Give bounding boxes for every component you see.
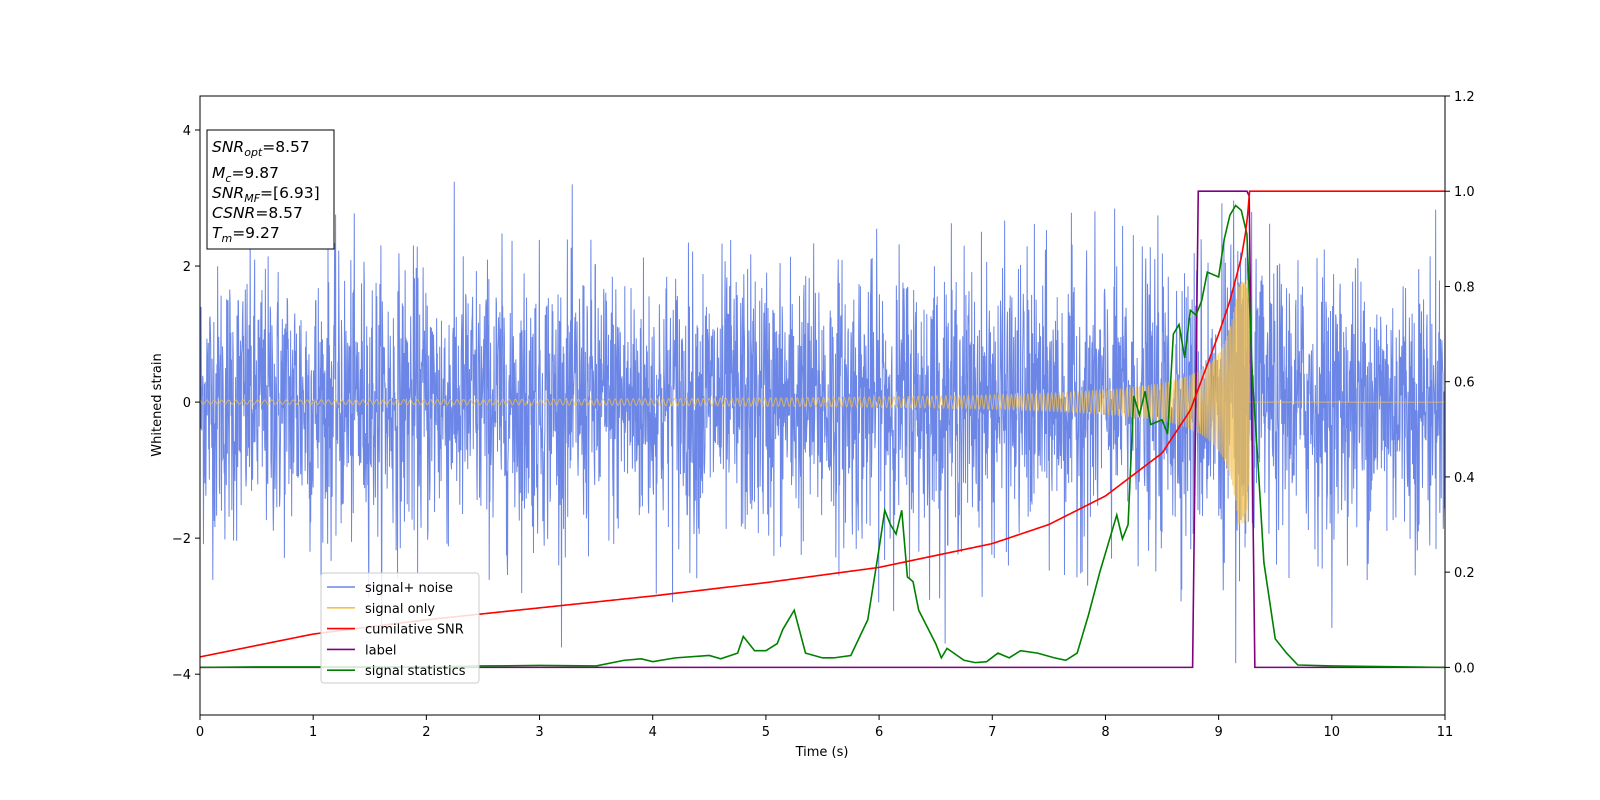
series-layer bbox=[200, 181, 1445, 669]
x-tick-label: 2 bbox=[422, 725, 430, 740]
y-right-tick-label: 0.4 bbox=[1454, 471, 1475, 486]
info-snr-mf: SNRMF=[6.93] bbox=[212, 184, 320, 205]
y-axis-title: Whitened strain bbox=[150, 353, 165, 456]
plot-frame bbox=[199, 95, 1446, 716]
legend-label: signal statistics bbox=[365, 664, 466, 679]
info-chirp-mass: Mc=9.87 bbox=[212, 164, 279, 185]
info-merger-time: Tm=9.27 bbox=[212, 224, 280, 245]
y-axis-right: 1.2 1.0 0.8 0.6 0.4 0.2 0.0 bbox=[1445, 90, 1475, 676]
y-left-tick-label: −2 bbox=[172, 532, 191, 547]
y-axis-left: 4 2 0 −2 −4 bbox=[172, 124, 200, 683]
legend-label: cumilative SNR bbox=[365, 623, 464, 638]
x-tick-label: 7 bbox=[988, 725, 996, 740]
legend-label: signal only bbox=[365, 602, 435, 617]
x-tick-label: 11 bbox=[1437, 725, 1454, 740]
x-tick-label: 1 bbox=[309, 725, 317, 740]
x-tick-label: 5 bbox=[762, 725, 770, 740]
y-right-tick-label: 1.2 bbox=[1454, 90, 1475, 105]
x-tick-label: 10 bbox=[1324, 725, 1341, 740]
y-right-tick-label: 0.0 bbox=[1454, 661, 1475, 676]
signal-only-line bbox=[200, 279, 1445, 525]
y-left-tick-label: 0 bbox=[183, 396, 191, 411]
y-right-tick-label: 1.0 bbox=[1454, 185, 1475, 200]
x-axis: 0 1 2 3 4 5 6 7 8 9 10 11 bbox=[196, 715, 1453, 740]
legend: signal+ noise signal only cumilative SNR la… bbox=[320, 572, 480, 684]
x-tick-label: 0 bbox=[196, 725, 204, 740]
info-box: SNRopt=8.57 Mc=9.87 SNRMF=[6.93] CSNR=8.… bbox=[206, 129, 335, 250]
y-left-tick-label: 2 bbox=[183, 260, 191, 275]
x-axis-title: Time (s) bbox=[795, 745, 849, 760]
x-tick-label: 3 bbox=[535, 725, 543, 740]
signal-statistics-line bbox=[200, 204, 1445, 669]
y-right-tick-label: 0.2 bbox=[1454, 566, 1475, 581]
y-left-tick-label: −4 bbox=[172, 668, 191, 683]
legend-label: label bbox=[365, 643, 396, 658]
x-tick-label: 8 bbox=[1101, 725, 1109, 740]
info-box-frame bbox=[206, 129, 335, 250]
info-csnr: CSNR=8.57 bbox=[212, 204, 303, 222]
label-line bbox=[200, 190, 1445, 669]
x-tick-label: 6 bbox=[875, 725, 883, 740]
x-tick-label: 4 bbox=[649, 725, 657, 740]
info-snr-opt: SNRopt=8.57 bbox=[212, 138, 310, 159]
y-left-tick-label: 4 bbox=[183, 124, 191, 139]
legend-label: signal+ noise bbox=[365, 581, 453, 596]
x-tick-label: 9 bbox=[1214, 725, 1222, 740]
y-right-tick-label: 0.8 bbox=[1454, 280, 1475, 295]
y-right-tick-label: 0.6 bbox=[1454, 376, 1475, 391]
legend-frame bbox=[320, 572, 480, 684]
